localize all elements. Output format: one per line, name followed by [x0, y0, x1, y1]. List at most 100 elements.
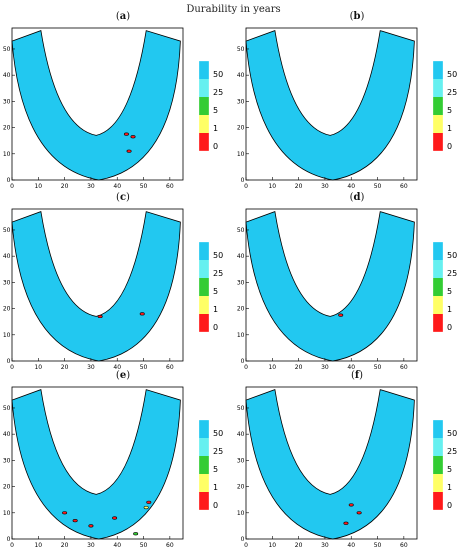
legend-label: 0 [213, 142, 218, 151]
legend-band-2 [433, 456, 443, 474]
legend-frame [198, 241, 210, 333]
y-tick-label: 20 [237, 484, 245, 491]
y-tick-label: 30 [3, 279, 11, 286]
defect-mark-1 [143, 505, 149, 510]
legend-label: 50 [213, 429, 223, 438]
legend-label: 1 [213, 305, 218, 314]
y-tick-label: 20 [3, 484, 11, 491]
legend-band-4 [433, 314, 443, 332]
panel-label-e: (e) [115, 370, 131, 381]
legend-band-1 [199, 438, 209, 456]
x-tick-label: 10 [34, 364, 42, 371]
defect-mark-0 [348, 503, 354, 507]
legend-label: 1 [447, 305, 452, 314]
durability-domain [11, 211, 181, 362]
panel-label-a: (a) [115, 11, 131, 22]
x-tick-label: 0 [244, 364, 248, 371]
legend-frame [432, 60, 444, 152]
x-tick-label: 30 [87, 183, 95, 190]
x-tick-label: 50 [374, 364, 382, 371]
x-tick-label: 50 [374, 542, 382, 549]
legend-label: 25 [213, 447, 223, 456]
panel-f: (f) 0 10 20 30 40 50 60 0 10 20 30 40 50 50 25 5 1 0 [237, 370, 467, 549]
legend-label: 0 [213, 323, 218, 332]
y-tick-label: 0 [7, 358, 11, 365]
legend-label: 5 [213, 465, 218, 474]
legend-band-3 [199, 474, 209, 492]
legend-label: 5 [447, 465, 452, 474]
defect-mark-2 [133, 532, 139, 536]
legend-band-0 [433, 61, 443, 79]
defect-mark-2 [126, 149, 132, 153]
legend-band-1 [199, 260, 209, 278]
y-tick-label: 0 [7, 536, 11, 543]
legend-band-4 [199, 492, 209, 510]
y-tick-label: 50 [3, 405, 11, 412]
legend-label: 5 [213, 106, 218, 115]
legend-frame [198, 419, 210, 511]
legend-band-2 [199, 278, 209, 296]
x-tick-label: 50 [140, 364, 148, 371]
legend-label: 1 [447, 483, 452, 492]
x-tick-label: 40 [113, 183, 121, 190]
x-tick-label: 0 [10, 364, 14, 371]
x-tick-label: 10 [34, 183, 42, 190]
x-tick-label: 40 [347, 542, 355, 549]
defect-mark-0 [146, 500, 152, 504]
legend-band-3 [199, 115, 209, 133]
legend-label: 0 [213, 501, 218, 510]
legend-label: 50 [447, 429, 457, 438]
defect-mark-0 [123, 132, 129, 136]
y-tick-label: 20 [237, 125, 245, 132]
y-tick-label: 30 [237, 98, 245, 105]
legend-band-3 [433, 115, 443, 133]
legend-label: 50 [213, 70, 223, 79]
x-tick-label: 40 [347, 183, 355, 190]
y-tick-label: 30 [237, 457, 245, 464]
defect-mark-0 [338, 313, 344, 317]
x-tick-label: 30 [321, 542, 329, 549]
legend-band-2 [199, 97, 209, 115]
legend-band-2 [199, 456, 209, 474]
figure-title: Durability in years [186, 4, 281, 15]
legend-band-1 [199, 79, 209, 97]
legend-label: 0 [447, 323, 452, 332]
y-tick-label: 30 [3, 98, 11, 105]
x-tick-label: 50 [140, 542, 148, 549]
legend-label: 0 [447, 142, 452, 151]
defect-mark-5 [88, 524, 94, 528]
y-tick-label: 50 [3, 46, 11, 53]
legend-band-3 [433, 296, 443, 314]
durability-domain [11, 30, 181, 181]
legend-band-0 [199, 242, 209, 260]
legend-band-0 [433, 242, 443, 260]
durability-domain [245, 389, 415, 540]
legend-band-4 [433, 492, 443, 510]
defect-mark-3 [62, 511, 68, 515]
x-tick-label: 50 [140, 183, 148, 190]
legend-band-4 [199, 314, 209, 332]
y-tick-label: 20 [3, 125, 11, 132]
x-tick-label: 40 [113, 364, 121, 371]
y-tick-label: 0 [241, 536, 245, 543]
legend-label: 1 [447, 124, 452, 133]
x-tick-label: 60 [400, 364, 408, 371]
panel-label-b: (b) [349, 11, 365, 22]
x-tick-label: 20 [61, 364, 69, 371]
legend-label: 5 [447, 106, 452, 115]
y-tick-label: 0 [7, 177, 11, 184]
y-tick-label: 0 [241, 177, 245, 184]
y-tick-label: 30 [237, 279, 245, 286]
legend-band-0 [199, 61, 209, 79]
panel-d: (d) 0 10 20 30 40 50 60 0 10 20 30 40 50 50 25 5 1 0 [237, 192, 467, 371]
x-tick-label: 60 [166, 364, 174, 371]
y-tick-label: 40 [3, 72, 11, 79]
x-tick-label: 60 [166, 542, 174, 549]
x-tick-label: 60 [400, 542, 408, 549]
defect-mark-1 [130, 135, 136, 139]
y-tick-label: 50 [237, 227, 245, 234]
